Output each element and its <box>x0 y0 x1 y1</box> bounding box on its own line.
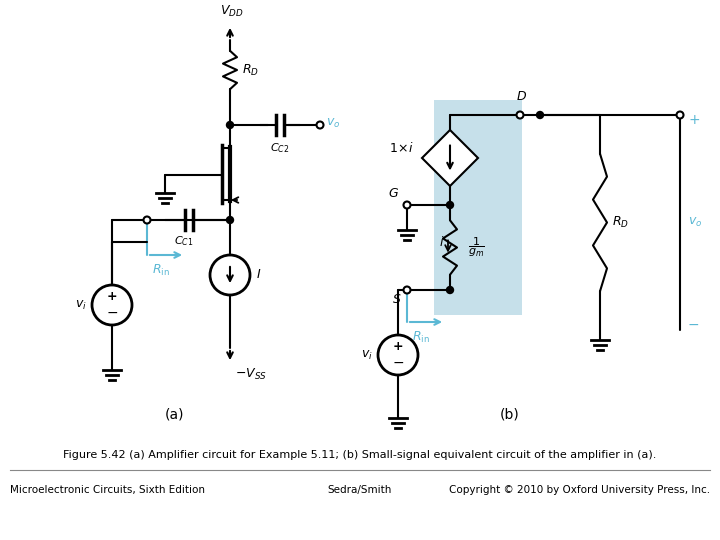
Text: $i$: $i$ <box>438 235 444 249</box>
Text: $v_o$: $v_o$ <box>326 117 341 130</box>
Circle shape <box>536 111 544 118</box>
Text: $R_D$: $R_D$ <box>242 63 259 78</box>
Text: +: + <box>107 291 117 303</box>
Circle shape <box>227 122 233 129</box>
Text: $I$: $I$ <box>256 268 261 281</box>
Text: $R_\mathrm{in}$: $R_\mathrm{in}$ <box>152 263 170 278</box>
Circle shape <box>446 201 454 208</box>
Text: $-V_{SS}$: $-V_{SS}$ <box>235 367 267 382</box>
Text: $R_D$: $R_D$ <box>612 215 629 230</box>
Circle shape <box>446 287 454 294</box>
Text: Sedra/Smith: Sedra/Smith <box>328 485 392 495</box>
Text: $\dfrac{1}{g_m}$: $\dfrac{1}{g_m}$ <box>468 236 485 259</box>
Text: $1\!\times\! i$: $1\!\times\! i$ <box>390 141 414 155</box>
Circle shape <box>317 122 323 129</box>
Text: +: + <box>392 341 403 354</box>
Text: −: − <box>106 306 118 320</box>
Text: $G$: $G$ <box>388 187 399 200</box>
Text: $v_i$: $v_i$ <box>361 348 373 362</box>
Circle shape <box>516 111 523 118</box>
Text: $V_{DD}$: $V_{DD}$ <box>220 4 244 19</box>
Circle shape <box>677 111 683 118</box>
Text: $S$: $S$ <box>392 293 402 306</box>
Text: −: − <box>688 318 700 332</box>
Text: $R_\mathrm{in}$: $R_\mathrm{in}$ <box>412 330 430 345</box>
Circle shape <box>403 201 410 208</box>
Text: $v_i$: $v_i$ <box>75 299 87 312</box>
Circle shape <box>378 335 418 375</box>
Text: (a): (a) <box>166 408 185 422</box>
Circle shape <box>210 255 250 295</box>
Text: −: − <box>392 356 404 370</box>
Text: $v_o$: $v_o$ <box>688 216 702 229</box>
Circle shape <box>403 287 410 294</box>
FancyBboxPatch shape <box>434 100 522 315</box>
Text: $C_{C2}$: $C_{C2}$ <box>270 141 289 155</box>
Text: Copyright © 2010 by Oxford University Press, Inc.: Copyright © 2010 by Oxford University Pr… <box>449 485 710 495</box>
Text: $C_{C1}$: $C_{C1}$ <box>174 234 193 248</box>
Text: $D$: $D$ <box>516 90 528 103</box>
Text: (b): (b) <box>500 408 520 422</box>
Circle shape <box>227 217 233 224</box>
Circle shape <box>92 285 132 325</box>
Text: Figure 5.42 (a) Amplifier circuit for Example 5.11; (b) Small-signal equivalent : Figure 5.42 (a) Amplifier circuit for Ex… <box>63 450 657 460</box>
Circle shape <box>143 217 150 224</box>
Text: +: + <box>688 113 700 127</box>
Text: Microelectronic Circuits, Sixth Edition: Microelectronic Circuits, Sixth Edition <box>10 485 205 495</box>
Polygon shape <box>422 130 478 186</box>
